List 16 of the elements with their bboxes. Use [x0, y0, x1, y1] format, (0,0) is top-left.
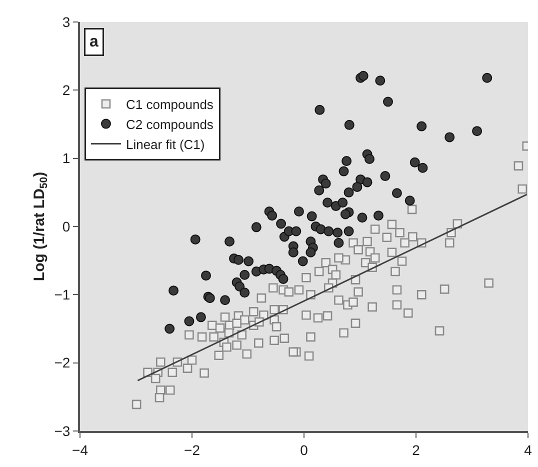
- y-tick-label: 1: [62, 150, 70, 166]
- x-tick-label: −4: [72, 442, 88, 458]
- legend-label: C2 compounds: [126, 116, 214, 132]
- y-tick-label: −1: [54, 286, 70, 303]
- x-tick-label: 0: [300, 442, 308, 458]
- x-tick-label: −2: [184, 442, 200, 458]
- y-tick-label: 3: [62, 14, 70, 30]
- annotation: a: [90, 34, 98, 50]
- x-tick-label: 2: [412, 442, 420, 458]
- y-tick-label: 2: [62, 82, 70, 98]
- y-tick-label: −3: [54, 422, 70, 439]
- x-tick-label: 4: [524, 442, 532, 458]
- y-tick-label: 0: [62, 218, 70, 234]
- legend-label: C1 compounds: [126, 96, 214, 112]
- legend-label: Linear fit (C1): [126, 136, 205, 152]
- y-tick-label: −2: [54, 354, 70, 371]
